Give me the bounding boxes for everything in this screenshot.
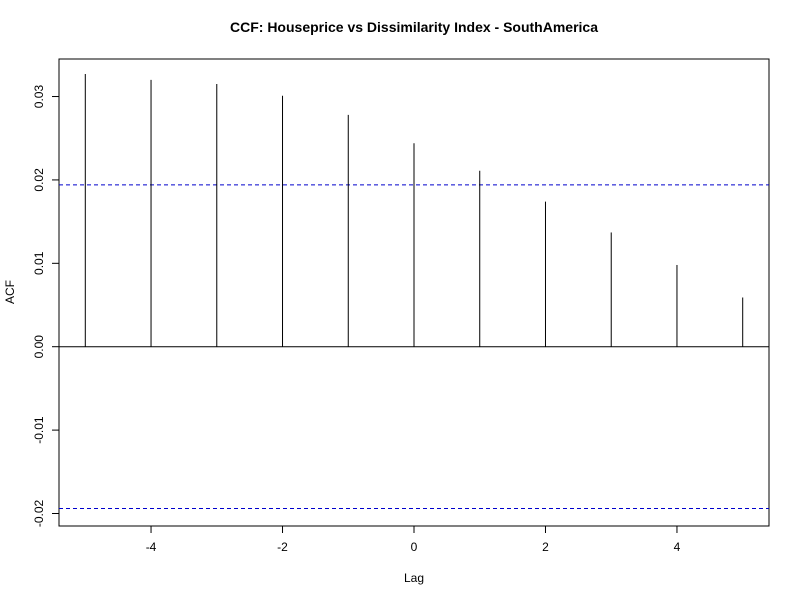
x-tick-label: -2 <box>277 540 288 554</box>
confidence-bounds <box>59 184 769 509</box>
x-tick-label: -4 <box>146 540 157 554</box>
x-tick-label: 2 <box>542 540 549 554</box>
y-tick-label: 0.03 <box>32 85 46 109</box>
x-axis: -4 -2 0 2 4 <box>146 525 681 554</box>
x-tick-label: 4 <box>674 540 681 554</box>
y-tick-label: -0.02 <box>32 499 46 527</box>
y-axis-label: ACF <box>3 280 17 304</box>
y-tick-label: -0.01 <box>32 416 46 444</box>
ccf-bars <box>84 74 744 347</box>
x-tick-label: 0 <box>411 540 418 554</box>
chart-title: CCF: Houseprice vs Dissimilarity Index -… <box>230 19 598 35</box>
y-tick-label: 0.02 <box>32 168 46 192</box>
y-tick-label: 0.01 <box>32 251 46 275</box>
y-tick-label: 0.00 <box>32 335 46 359</box>
y-axis: -0.02 -0.01 0.00 0.01 0.02 0.03 <box>32 85 60 527</box>
x-axis-label: Lag <box>404 571 424 585</box>
